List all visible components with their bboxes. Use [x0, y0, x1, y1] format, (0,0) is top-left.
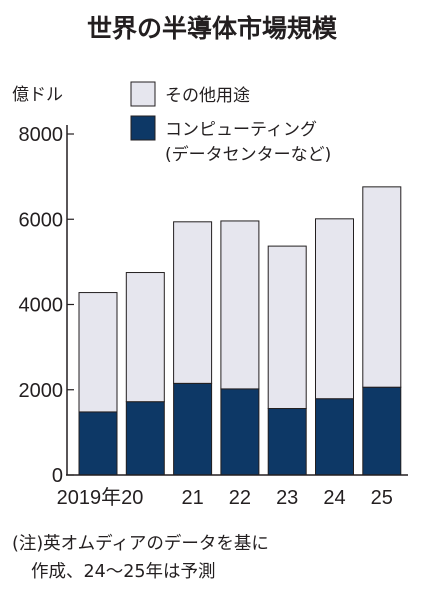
y-axis-unit-label: 億ドル [12, 85, 63, 105]
y-tick-label: 0 [52, 465, 63, 487]
bars [78, 186, 402, 476]
legend-swatch-computing [130, 115, 156, 141]
legend-label-other: その他用途 [165, 86, 250, 106]
footnote-line-2: 作成、24〜25年は予測 [31, 562, 216, 582]
x-tick-label: 2019年20 [57, 486, 144, 509]
legend-label-computing-sub: (データセンターなど) [165, 144, 331, 165]
bar-other-2019年 [78, 292, 118, 413]
x-tick-label: 23 [276, 487, 298, 509]
y-tick-label: 4000 [19, 295, 64, 317]
y-tick-label: 8000 [19, 124, 64, 146]
bar-computing-23 [267, 408, 307, 476]
x-tick-label: 22 [229, 487, 251, 509]
footnote-line-1: (注)英オムディアのデータを基に [12, 533, 269, 554]
bar-other-23 [267, 245, 307, 410]
legend-swatch-other [130, 81, 156, 107]
y-tick-label: 2000 [19, 380, 64, 402]
x-axis-ticks: 2019年20 21 22 23 24 25 [57, 486, 393, 509]
bar-other-25 [362, 186, 402, 388]
chart-title: 世界の半導体市場規模 [87, 14, 338, 43]
x-tick-label: 25 [371, 487, 393, 509]
bar-other-20 [125, 272, 165, 403]
x-tick-label: 21 [181, 487, 203, 509]
bar-other-24 [315, 218, 354, 400]
bar-computing-22 [220, 388, 260, 476]
bar-other-22 [220, 220, 260, 390]
x-tick-label: 24 [323, 487, 345, 509]
bar-computing-20 [125, 401, 165, 476]
bar-other-21 [173, 221, 213, 384]
y-tick-label: 6000 [19, 209, 64, 231]
bar-computing-25 [362, 386, 402, 476]
bar-computing-2019年 [78, 411, 118, 476]
y-axis-ticks: 0 2000 4000 6000 8000 [19, 124, 74, 487]
legend-label-computing: コンピューティング [165, 120, 317, 140]
bar-computing-24 [315, 398, 354, 476]
bar-computing-21 [173, 382, 213, 476]
